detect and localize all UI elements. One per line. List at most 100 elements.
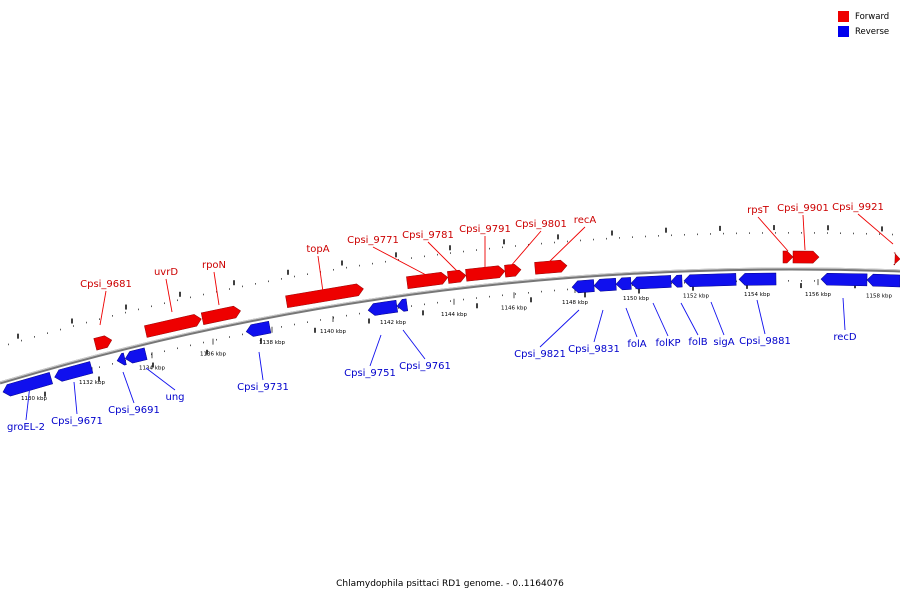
track-dot xyxy=(723,232,724,235)
forward-gene-shape xyxy=(93,335,113,351)
leader-line xyxy=(625,307,638,338)
leader-line xyxy=(547,226,586,264)
backbone-highlight xyxy=(0,267,900,383)
legend-reverse: Reverse xyxy=(838,24,898,39)
track-dot xyxy=(281,278,282,280)
track-dot xyxy=(671,234,672,237)
forward-gene xyxy=(93,335,113,351)
track-dot xyxy=(684,233,685,236)
reverse-gene-shape xyxy=(683,273,737,287)
track-dot xyxy=(801,280,802,282)
reverse-gene-shape xyxy=(738,272,777,286)
reverse-gene-shape xyxy=(124,347,148,364)
reverse-gene-shape xyxy=(116,352,127,366)
track-dot xyxy=(528,243,529,246)
track-dot xyxy=(229,336,230,338)
track-dot xyxy=(333,268,334,271)
track-dot xyxy=(450,300,451,302)
track-dot xyxy=(502,294,503,297)
reverse-gene-shape xyxy=(866,273,900,288)
track-dot xyxy=(632,284,633,286)
gene-label: uvrD xyxy=(154,267,178,278)
track-dot xyxy=(177,347,178,350)
reverse-gene-shape xyxy=(245,320,272,337)
reverse-gene-shape xyxy=(820,272,868,287)
gene-label: sigA xyxy=(713,337,734,348)
track-dot xyxy=(554,289,555,292)
reverse-gene xyxy=(396,298,409,312)
track-dot xyxy=(866,232,867,235)
forward-gene-shape xyxy=(200,305,241,325)
scale-tick-label: 1136 kbp xyxy=(200,352,226,358)
track-dot xyxy=(645,235,646,238)
reverse-gene-shape xyxy=(670,274,683,288)
gene-label: Cpsi_9671 xyxy=(51,416,103,427)
leader-line xyxy=(756,299,766,335)
legend-forward: Forward xyxy=(838,9,898,24)
track-dot xyxy=(294,323,295,326)
track-dot xyxy=(112,363,113,365)
leader-line xyxy=(652,302,669,337)
leader-line xyxy=(427,241,459,273)
track-dot xyxy=(619,237,620,239)
leader-line xyxy=(372,246,429,277)
track-dot xyxy=(372,262,373,265)
forward-gene xyxy=(534,259,568,275)
track-dot xyxy=(203,341,204,344)
gene-label: Cpsi_9791 xyxy=(459,224,511,235)
track-dot xyxy=(892,233,893,236)
track-dot xyxy=(294,275,295,278)
forward-gene-shape xyxy=(792,250,820,264)
gene-features xyxy=(2,250,900,397)
track-dot xyxy=(762,232,763,234)
track-dot xyxy=(840,232,841,235)
forward-gene xyxy=(447,269,467,284)
leader-line xyxy=(757,216,789,252)
reverse-gene xyxy=(866,273,900,288)
gene-label: topA xyxy=(306,244,329,255)
leader-line xyxy=(842,297,846,331)
scale-tick-label: 1140 kbp xyxy=(320,329,346,335)
track-dot xyxy=(242,285,243,288)
scale-tick-label: 1144 kbp xyxy=(441,312,467,318)
track-dot xyxy=(788,232,789,234)
leader-line xyxy=(593,309,604,343)
leader-line xyxy=(857,213,894,245)
track-dot xyxy=(86,321,87,324)
track-dot xyxy=(814,232,815,234)
track-dot xyxy=(216,338,217,341)
leader-line xyxy=(710,301,725,336)
track-dot xyxy=(385,260,386,263)
track-dot xyxy=(424,303,425,306)
track-dot xyxy=(671,282,672,285)
leader-line xyxy=(258,351,264,381)
track-dot xyxy=(437,253,438,256)
track-dot xyxy=(684,281,685,284)
leader-line xyxy=(25,384,31,421)
scale-tick-label: 1134 kbp xyxy=(139,365,165,371)
track-dot xyxy=(151,353,152,356)
gene-label: rpoN xyxy=(202,260,226,271)
forward-gene xyxy=(285,283,364,308)
track-dot xyxy=(489,295,490,298)
scale-tick-label: 1158 kbp xyxy=(866,293,892,299)
track-dot xyxy=(411,257,412,259)
track-dot xyxy=(138,308,139,311)
track-dot xyxy=(268,280,269,283)
track-dot xyxy=(476,297,477,299)
gene-label: folB xyxy=(688,337,707,348)
reverse-gene xyxy=(820,272,868,287)
track-dot xyxy=(463,298,464,301)
legend-reverse-label: Reverse xyxy=(855,26,890,37)
reverse-gene xyxy=(738,272,777,286)
reverse-gene-shape xyxy=(571,279,595,294)
track-dot xyxy=(736,280,737,283)
track-dot xyxy=(827,232,828,234)
track-dot xyxy=(151,305,152,308)
gene-label: groEL-2 xyxy=(7,422,45,433)
track-dot xyxy=(437,301,438,304)
track-dot xyxy=(190,296,191,299)
track-dot xyxy=(242,333,243,336)
gene-label: Cpsi_9821 xyxy=(514,349,566,360)
forward-gene-shape xyxy=(406,272,449,289)
